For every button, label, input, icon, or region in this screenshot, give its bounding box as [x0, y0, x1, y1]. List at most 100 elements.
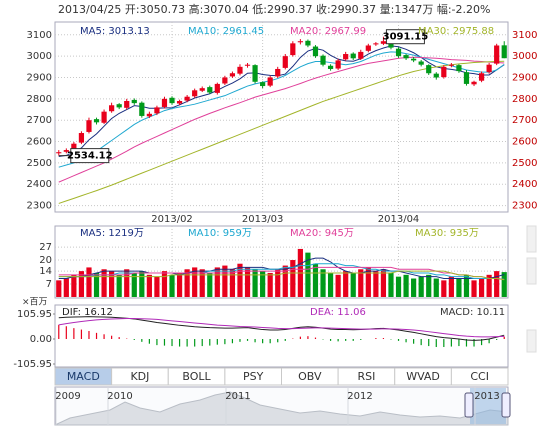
tab[interactable]: [450, 367, 509, 386]
y-tick-label: 2700: [27, 115, 52, 126]
volume-bar: [486, 274, 492, 297]
candle-body: [207, 87, 213, 93]
candle-body: [320, 55, 326, 65]
candle-body: [456, 65, 462, 72]
y2-tick-label: 2400: [512, 179, 537, 190]
navigator-selection[interactable]: [470, 388, 506, 424]
tab-label[interactable]: KDJ: [130, 370, 149, 383]
volume-bar: [275, 269, 281, 297]
side-button[interactable]: [526, 225, 537, 253]
volume-bar: [222, 265, 228, 297]
volume-bar: [312, 263, 319, 297]
candle-body: [297, 41, 303, 43]
candle-body: [448, 64, 454, 66]
candle-body: [373, 43, 379, 45]
tab-label[interactable]: CCI: [470, 370, 489, 383]
volume-bar: [252, 269, 258, 297]
volume-bar: [282, 265, 288, 297]
volume-bar: [63, 278, 69, 297]
volume-bar: [418, 276, 424, 297]
callout-box: [385, 29, 425, 45]
volume-bar: [56, 280, 62, 297]
candle-body: [418, 61, 424, 65]
y-tick-label: 20: [39, 255, 52, 266]
y-tick-label: 2400: [27, 179, 52, 190]
tab-label[interactable]: MACD: [67, 370, 100, 383]
candle-body: [139, 102, 145, 116]
legend-entry: MA5: 1219万: [80, 228, 144, 239]
volume-bar: [154, 276, 160, 297]
candle-body: [252, 65, 258, 82]
y2-tick-label: 2800: [512, 94, 537, 105]
candle-body: [93, 119, 100, 123]
volume-bar: [388, 272, 394, 297]
candle-body: [131, 99, 137, 104]
volume-bar: [426, 274, 432, 297]
candle-body: [63, 150, 69, 152]
navigator-label: 2009: [55, 391, 80, 402]
side-button[interactable]: [526, 257, 537, 285]
volume-bar: [373, 271, 379, 297]
volume-panel: [54, 225, 509, 299]
side-button[interactable]: [526, 329, 537, 353]
legend-entry: MACD: 10.11: [440, 307, 505, 318]
candle-body: [312, 46, 319, 57]
y-tick-label: 2300: [27, 201, 52, 212]
ma-line: [58, 60, 505, 204]
tab-label[interactable]: RSI: [358, 370, 376, 383]
volume-bar: [229, 269, 236, 297]
legend-entry: DEA: 11.06: [310, 307, 366, 318]
candle-body: [327, 65, 334, 69]
volume-bar: [335, 274, 341, 297]
volume-bar: [260, 271, 266, 297]
volume-bar: [441, 280, 447, 297]
volume-bar: [131, 272, 137, 297]
y2-tick-label: 3000: [512, 51, 537, 62]
callout-label: 2534.12: [67, 151, 113, 162]
candle-body: [222, 77, 228, 84]
y-tick-label: 14: [39, 266, 52, 277]
y-tick-label: 3000: [27, 51, 52, 62]
candle-body: [199, 88, 205, 91]
y-tick-label: 2900: [27, 73, 52, 84]
volume-bar: [320, 269, 326, 297]
volume-bar: [78, 271, 85, 297]
navigator-label: 2010: [107, 391, 132, 402]
x-tick-label: 2013/04: [378, 214, 420, 225]
volume-bar: [403, 274, 409, 297]
candle-body: [267, 77, 273, 86]
legend-entry: MA10: 2961.45: [188, 26, 264, 37]
volume-bar: [214, 267, 220, 297]
candle-body: [350, 53, 356, 59]
tab-label[interactable]: OBV: [298, 370, 322, 383]
navigator-handle[interactable]: [501, 392, 511, 418]
tab-label[interactable]: BOLL: [182, 370, 211, 383]
candle-body: [501, 45, 507, 59]
tab-label[interactable]: WVAD: [406, 370, 440, 383]
y2-tick-label: 2600: [512, 137, 537, 148]
volume-bar: [395, 276, 402, 297]
navigator-label: 2011: [225, 391, 250, 402]
candle-body: [146, 113, 152, 117]
volume-bar: [448, 276, 454, 297]
x-tick-label: 2013/03: [242, 214, 284, 225]
legend-entry: MA20: 2967.99: [290, 26, 366, 37]
volume-bar: [71, 274, 77, 297]
y-tick-label: 2800: [27, 94, 52, 105]
candle-body: [358, 51, 364, 59]
navigator-handle[interactable]: [464, 392, 474, 418]
volume-bar: [350, 272, 356, 297]
price-panel: [54, 21, 509, 213]
candle-body: [86, 120, 92, 132]
y-tick-label: 0.00: [30, 334, 52, 345]
volume-bar: [124, 269, 130, 297]
y-tick-label: 27: [39, 242, 52, 253]
candle-body: [403, 55, 409, 59]
y2-tick-label: 2500: [512, 158, 537, 169]
tab-label[interactable]: PSY: [243, 370, 264, 383]
candle-body: [494, 45, 500, 64]
candle-body: [56, 152, 62, 154]
candle-body: [275, 68, 281, 77]
candle-body: [471, 81, 477, 85]
